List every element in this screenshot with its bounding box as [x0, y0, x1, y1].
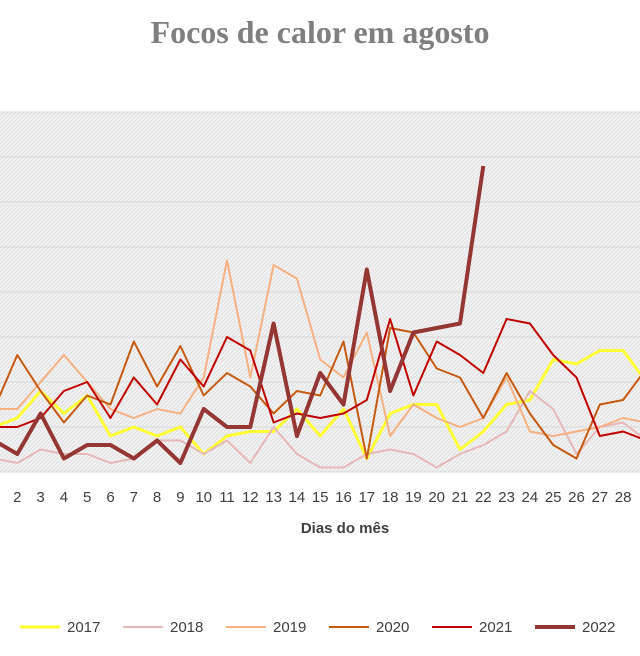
x-tick-label: 25 [545, 489, 562, 506]
x-tick-label: 2 [13, 489, 21, 506]
legend-item-2019: 2019 [226, 619, 306, 636]
legend-label: 2021 [479, 619, 512, 636]
x-tick-label: 6 [106, 489, 114, 506]
x-tick-label: 9 [176, 489, 184, 506]
legend-item-2022: 2022 [535, 619, 615, 636]
x-tick-label: 5 [83, 489, 91, 506]
legend-label: 2022 [582, 619, 615, 636]
series-line-2021 [0, 318, 640, 440]
x-tick-label: 20 [428, 489, 445, 506]
x-tick-label: 3 [36, 489, 44, 506]
series-line-2017 [0, 349, 640, 460]
x-tick-label: 28 [615, 489, 632, 506]
legend-item-2021: 2021 [432, 619, 512, 636]
x-tick-label: 22 [475, 489, 492, 506]
x-axis-ticks: 2 3 4 5 6 7 8 9 10 11 12 13 14 15 16 17 18 19 20 21 22 23 24 25… [13, 489, 631, 506]
x-tick-label: 8 [153, 489, 161, 506]
x-tick-label: 10 [195, 489, 212, 506]
series-line-2019 [0, 259, 640, 437]
legend-item-2020: 2020 [329, 619, 409, 636]
series-line-2018 [0, 390, 640, 469]
legend: 2017 2018 2019 2020 2021 2022 [20, 619, 615, 636]
x-tick-label: 13 [265, 489, 282, 506]
gridlines [0, 111, 640, 473]
x-tick-label: 4 [60, 489, 68, 506]
x-tick-label: 17 [358, 489, 375, 506]
legend-item-2017: 2017 [20, 619, 100, 636]
x-tick-label: 27 [591, 489, 608, 506]
x-tick-label: 18 [382, 489, 399, 506]
x-tick-label: 16 [335, 489, 352, 506]
chart-title: Focos de calor em agosto [150, 14, 490, 50]
series-line-2020 [0, 327, 640, 460]
legend-label: 2018 [170, 619, 203, 636]
x-tick-label: 26 [568, 489, 585, 506]
x-tick-label: 14 [289, 489, 306, 506]
legend-label: 2017 [67, 619, 100, 636]
legend-item-2018: 2018 [123, 619, 203, 636]
x-tick-label: 7 [130, 489, 138, 506]
x-tick-label: 21 [452, 489, 469, 506]
legend-label: 2019 [273, 619, 306, 636]
series-layer [0, 165, 640, 469]
x-tick-label: 15 [312, 489, 329, 506]
x-tick-label: 23 [498, 489, 515, 506]
series-line-2022 [0, 165, 486, 465]
x-tick-label: 11 [219, 489, 235, 506]
x-tick-label: 12 [242, 489, 259, 506]
legend-label: 2020 [376, 619, 409, 636]
x-tick-label: 24 [522, 489, 539, 506]
x-axis-label: Dias do mês [301, 520, 389, 537]
x-tick-label: 19 [405, 489, 422, 506]
